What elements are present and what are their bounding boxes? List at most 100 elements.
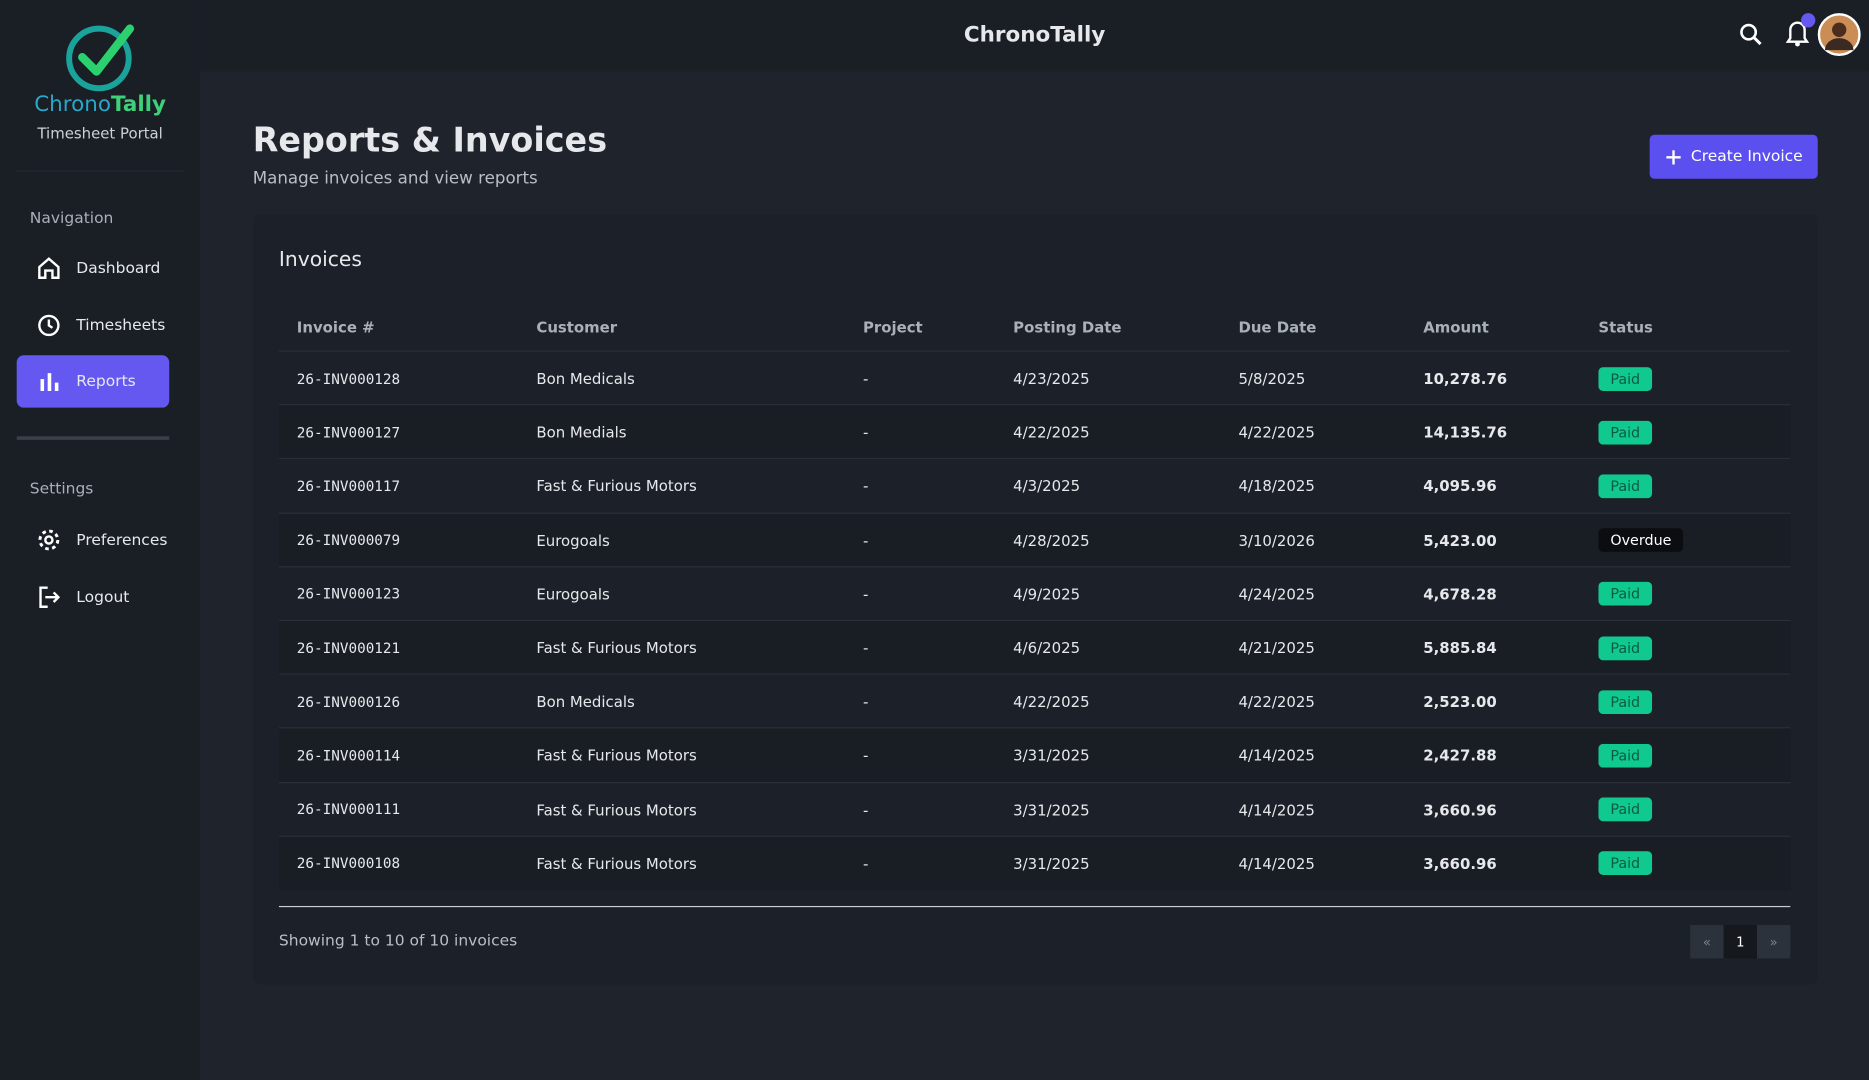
search-icon[interactable] — [1739, 23, 1763, 47]
status-badge: Overdue — [1598, 528, 1684, 553]
nav-label: Reports — [76, 372, 136, 391]
column-header: Status — [1598, 318, 1653, 337]
nav-item[interactable]: Logout — [17, 571, 170, 623]
project: - — [862, 585, 869, 603]
invoice-number: 26-INV000127 — [296, 423, 401, 441]
amount: 5,423.00 — [1423, 531, 1497, 550]
project: - — [862, 800, 869, 819]
due-date: 4/21/2025 — [1238, 638, 1315, 657]
table-header: Invoice # Customer Project Posting Date Due … — [279, 300, 1790, 354]
pagination-summary: Showing 1 to 10 of 10 invoices — [278, 932, 518, 951]
table-row[interactable]: 26-INV000079 Eurogoals - 4/28/2025 3/10/2026… — [278, 512, 1791, 567]
invoice-number: 26-INV000126 — [296, 693, 401, 711]
create-invoice-button[interactable]: Create Invoice — [1649, 134, 1818, 179]
table-row[interactable]: 26-INV000114 Fast & Furious Motors - 3/31/2… — [278, 727, 1791, 783]
divider — [16, 436, 170, 440]
topbar: ChronoTally — [200, 0, 1869, 72]
card-title: Invoices — [278, 247, 362, 272]
status-cell: Paid — [1598, 582, 1789, 606]
amount: 5,885.84 — [1423, 638, 1497, 657]
table-row[interactable]: 26-INV000117 Fast & Furious Motors - 4/3/20… — [278, 458, 1791, 513]
posting-date: 3/31/2025 — [1013, 854, 1090, 873]
customer: Eurogoals — [536, 531, 610, 550]
posting-date: 4/6/2025 — [1013, 638, 1081, 657]
nav-item[interactable]: Reports — [16, 355, 170, 408]
amount: 2,523.00 — [1423, 692, 1497, 711]
column-header: Posting Date — [1013, 318, 1122, 337]
customer: Fast & Furious Motors — [536, 638, 697, 657]
invoice-number: 26-INV000121 — [296, 639, 401, 657]
due-date: 4/24/2025 — [1238, 585, 1315, 603]
due-date: 4/18/2025 — [1238, 477, 1315, 496]
customer: Bon Medicals — [536, 369, 635, 388]
project: - — [862, 369, 869, 388]
table-row[interactable]: 26-INV000123 Eurogoals - 4/9/2025 4/24/2025 4… — [278, 565, 1791, 621]
status-badge: Paid — [1598, 366, 1653, 391]
status-badge: Paid — [1598, 797, 1653, 822]
table-row[interactable]: 26-INV000128 Bon Medicals - 4/23/2025 5/8/20… — [278, 350, 1791, 405]
nav-item[interactable]: Dashboard — [17, 242, 170, 294]
column-header: Customer — [536, 318, 618, 337]
sidebar: ChronoTally Timesheet Portal Navigation … — [0, 0, 201, 1080]
nav-label: Logout — [76, 588, 130, 607]
table-row[interactable]: 26-INV000108 Fast & Furious Motors - 3/31/2… — [278, 835, 1791, 891]
posting-date: 4/22/2025 — [1013, 423, 1090, 442]
posting-date: 3/31/2025 — [1013, 800, 1090, 819]
table-row[interactable]: 26-INV000121 Fast & Furious Motors - 4/6/20… — [278, 619, 1791, 675]
nav-icon — [38, 257, 60, 279]
customer: Bon Medicals — [536, 692, 635, 711]
invoice-number: 26-INV000114 — [296, 747, 401, 764]
amount: 3,660.96 — [1423, 854, 1497, 873]
status-cell: Paid — [1598, 689, 1789, 714]
status-cell: Paid — [1598, 851, 1789, 876]
table-row[interactable]: 26-INV000126 Bon Medicals - 4/22/2025 4/22/2… — [278, 673, 1791, 729]
status-cell: Paid — [1598, 797, 1789, 822]
column-header: Due Date — [1238, 318, 1317, 337]
posting-date: 4/22/2025 — [1013, 692, 1090, 711]
nav-label: Dashboard — [76, 259, 161, 278]
status-cell: Paid — [1598, 635, 1789, 660]
amount: 14,135.76 — [1423, 423, 1508, 442]
plus-icon — [1665, 149, 1681, 164]
nav-icon — [39, 586, 61, 608]
posting-date: 3/31/2025 — [1013, 746, 1090, 765]
project: - — [862, 638, 869, 657]
due-date: 3/10/2026 — [1238, 531, 1315, 550]
table-row[interactable]: 26-INV000127 Bon Medials - 4/22/2025 4/22/20… — [278, 404, 1791, 460]
status-cell: Paid — [1598, 474, 1789, 499]
due-date: 4/22/2025 — [1238, 423, 1315, 442]
project: - — [862, 531, 869, 550]
amount: 4,678.28 — [1423, 585, 1497, 603]
logo-part: Chrono — [34, 91, 111, 117]
amount: 10,278.76 — [1423, 369, 1508, 388]
due-date: 4/14/2025 — [1238, 854, 1315, 873]
table-row[interactable]: 26-INV000111 Fast & Furious Motors - 3/31/2… — [278, 781, 1791, 837]
avatar[interactable] — [1817, 12, 1862, 57]
page-button[interactable]: » — [1756, 925, 1791, 959]
page-button[interactable]: 1 — [1723, 925, 1757, 959]
invoice-number: 26-INV000123 — [296, 585, 401, 603]
nav-icon — [40, 373, 59, 391]
status-cell: Paid — [1598, 366, 1789, 391]
nav-icon — [38, 529, 60, 551]
nav-item[interactable]: Preferences — [17, 514, 170, 566]
status-cell: Paid — [1598, 420, 1789, 445]
posting-date: 4/28/2025 — [1013, 531, 1090, 550]
page-title: Reports & Invoices — [252, 120, 608, 160]
divider — [278, 905, 1791, 908]
page-button[interactable]: « — [1690, 925, 1724, 959]
invoice-number: 26-INV000128 — [296, 370, 401, 387]
nav-section: Navigation — [29, 209, 114, 228]
amount: 4,095.96 — [1423, 477, 1497, 496]
invoice-number: 26-INV000108 — [296, 855, 401, 872]
posting-date: 4/3/2025 — [1013, 477, 1081, 496]
logo-icon — [66, 24, 135, 92]
logo-part: Tally — [110, 91, 167, 117]
column-header: Project — [862, 318, 923, 337]
customer: Fast & Furious Motors — [536, 800, 697, 819]
invoice-number: 26-INV000117 — [296, 477, 401, 495]
notifications-icon[interactable] — [1783, 11, 1816, 49]
status-badge: Paid — [1598, 689, 1653, 714]
nav-item[interactable]: Timesheets — [17, 299, 170, 351]
